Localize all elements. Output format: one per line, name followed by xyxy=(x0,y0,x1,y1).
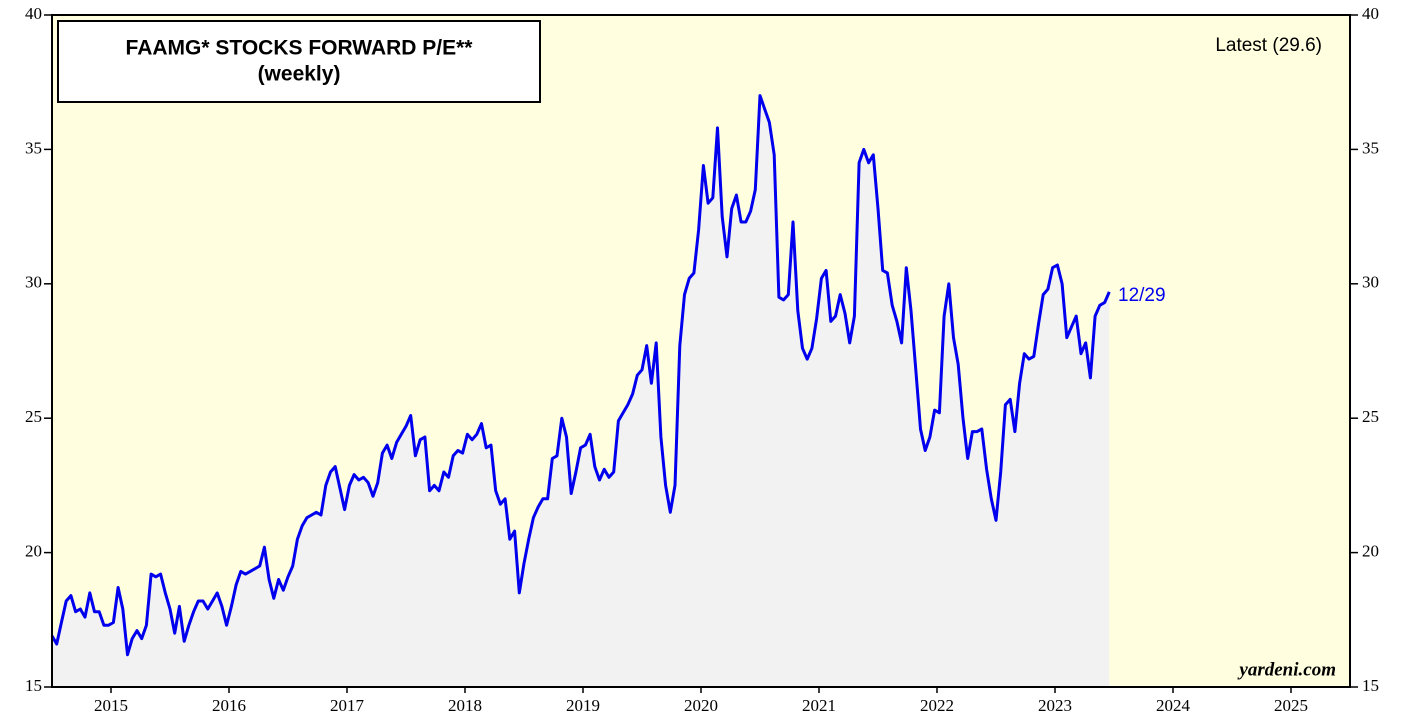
end-label: 12/29 xyxy=(1118,285,1166,306)
latest-label: Latest (29.6) xyxy=(1215,35,1322,56)
x-tick-label: 2018 xyxy=(448,696,482,715)
y2-tick-label: 15 xyxy=(1362,676,1379,695)
chart-subtitle: (weekly) xyxy=(258,63,341,86)
y-tick-label: 20 xyxy=(25,542,42,561)
x-tick-label: 2023 xyxy=(1038,696,1072,715)
x-tick-label: 2015 xyxy=(94,696,128,715)
x-tick-label: 2022 xyxy=(920,696,954,715)
y2-tick-label: 35 xyxy=(1362,138,1379,157)
y2-tick-label: 20 xyxy=(1362,542,1379,561)
y-tick-label: 40 xyxy=(25,4,42,23)
x-tick-label: 2017 xyxy=(330,696,365,715)
title-box xyxy=(57,20,541,103)
y-tick-label: 35 xyxy=(25,138,42,157)
marks xyxy=(50,94,1111,688)
x-tick-label: 2021 xyxy=(802,696,836,715)
x-tick-label: 2020 xyxy=(684,696,718,715)
line xyxy=(50,94,1111,657)
y-tick-label: 30 xyxy=(25,273,42,292)
x-tick-label: 2019 xyxy=(566,696,600,715)
source: yardeni.com xyxy=(1237,659,1336,680)
y-tick-label: 25 xyxy=(25,407,42,426)
area-fill xyxy=(52,95,1110,688)
y2-tick-label: 25 xyxy=(1362,407,1379,426)
y-tick-label: 15 xyxy=(25,676,42,695)
x-tick-label: 2025 xyxy=(1274,696,1308,715)
chart-title: FAAMG* STOCKS FORWARD P/E** xyxy=(126,37,474,60)
y2-tick-label: 40 xyxy=(1362,4,1379,23)
y2-tick-label: 30 xyxy=(1362,273,1379,292)
x-tick-label: 2016 xyxy=(212,696,246,715)
x-tick-label: 2024 xyxy=(1156,696,1191,715)
